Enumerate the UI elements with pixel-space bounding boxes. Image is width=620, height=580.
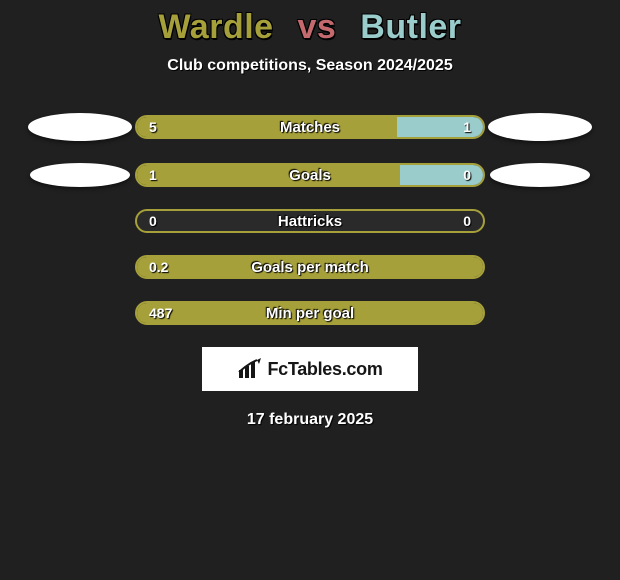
right-badge (485, 163, 595, 187)
chart-icon (237, 358, 263, 380)
left-badge (25, 113, 135, 141)
fill-left (137, 165, 400, 185)
stat-bar: 0 0Hattricks (135, 209, 485, 233)
stat-bar: 0.2Goals per match (135, 255, 485, 279)
comparison-card: Wardle vs Butler Club competitions, Seas… (0, 0, 620, 580)
right-badge (485, 113, 595, 141)
fill-left (137, 303, 483, 323)
stats-rows: 51Matches 10Goals 0 0Hattricks 0.2Goals per … (0, 113, 620, 325)
fill-left (137, 257, 483, 277)
stat-row: 0 0Hattricks (0, 209, 620, 233)
stat-label: Hattricks (137, 211, 483, 231)
fill-left (137, 117, 397, 137)
stat-row: 487Min per goal (0, 301, 620, 325)
title-vs: vs (298, 8, 337, 46)
fill-right (397, 117, 484, 137)
date-text: 17 february 2025 (0, 411, 620, 429)
value-right: 0 (463, 211, 471, 231)
fill-right (400, 165, 483, 185)
title-player2: Butler (360, 8, 461, 46)
ellipse-icon (490, 163, 590, 187)
ellipse-icon (488, 113, 592, 141)
ellipse-icon (28, 113, 132, 141)
ellipse-icon (30, 163, 130, 187)
stat-row: 10Goals (0, 163, 620, 187)
stat-bar: 10Goals (135, 163, 485, 187)
stat-row: 51Matches (0, 113, 620, 141)
logo-box: FcTables.com (202, 347, 418, 391)
left-badge (25, 163, 135, 187)
stat-bar: 51Matches (135, 115, 485, 139)
stat-bar: 487Min per goal (135, 301, 485, 325)
logo-text: FcTables.com (267, 359, 382, 380)
page-title: Wardle vs Butler (0, 0, 620, 47)
title-player1: Wardle (158, 8, 273, 46)
value-left: 0 (149, 211, 157, 231)
subtitle: Club competitions, Season 2024/2025 (0, 57, 620, 75)
stat-row: 0.2Goals per match (0, 255, 620, 279)
